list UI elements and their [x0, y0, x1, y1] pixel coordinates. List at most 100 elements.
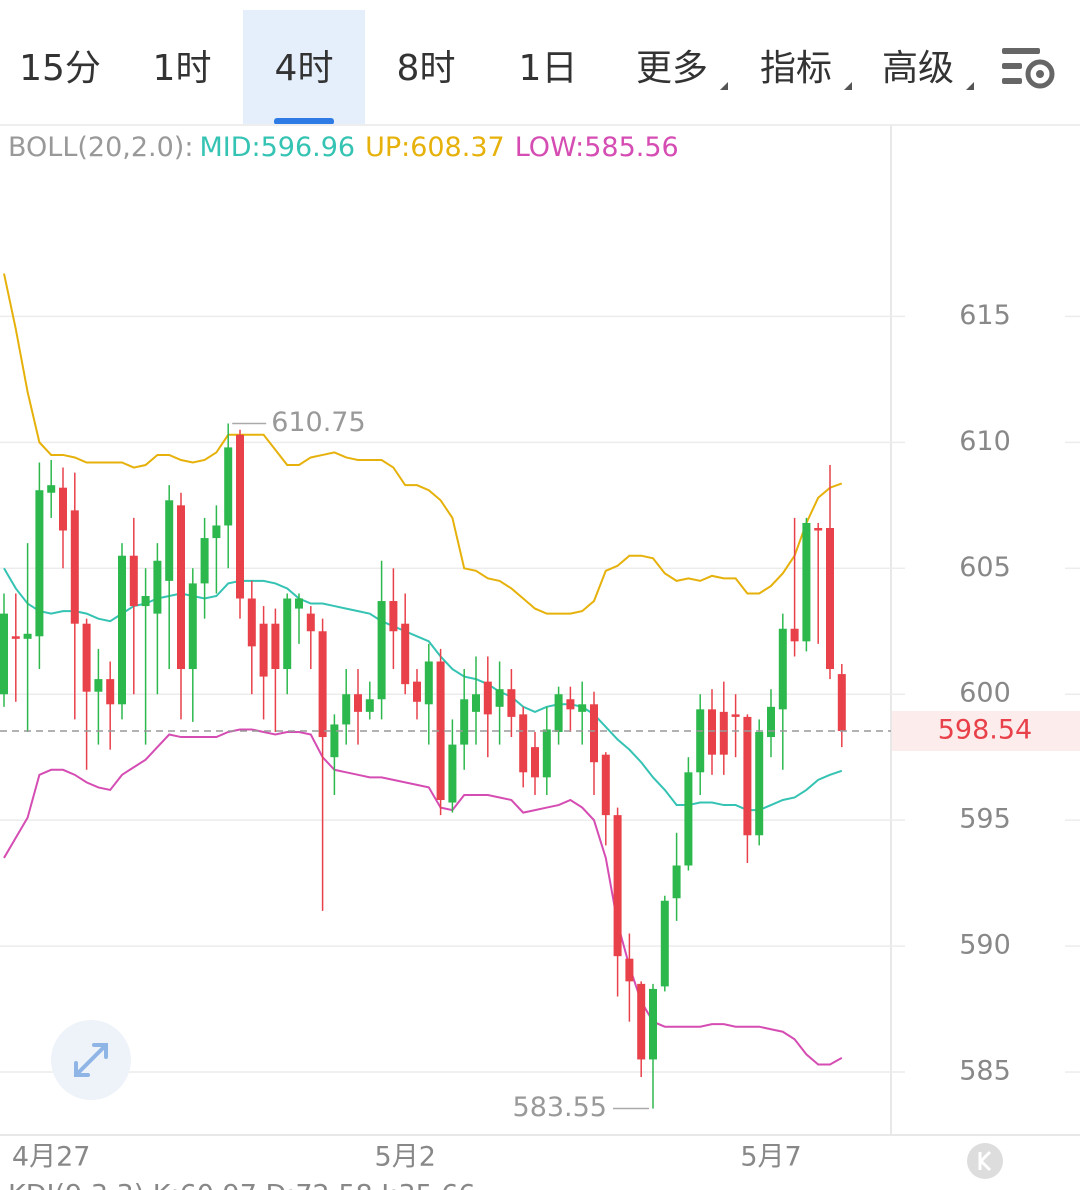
candle-body [483, 681, 492, 715]
candle-body [743, 716, 752, 836]
candle-body [472, 694, 480, 712]
timeframe-tabs: 15分 1时 4时 8时 1日 更多 指标 高级 [19, 10, 974, 125]
tab[interactable]: 1日 [519, 48, 578, 89]
legend-entry: LOW:585.56 [515, 132, 679, 163]
last-price-bg [892, 711, 1080, 751]
candle-body [519, 714, 528, 773]
candle-body [613, 815, 622, 957]
y-tick-label: 610 [959, 426, 1011, 457]
candle-body [35, 490, 44, 637]
candle-body [802, 522, 811, 642]
x-tick-label: 4月27 [12, 1142, 91, 1173]
candle-body [790, 628, 799, 642]
candle-body [826, 527, 834, 670]
candle-body [578, 704, 587, 712]
candle-body [59, 487, 67, 531]
candle-body [271, 623, 280, 670]
tab[interactable]: 4时 [275, 48, 334, 89]
candle-body [118, 555, 126, 705]
candle-body [401, 623, 410, 685]
kdj-label: KDJ(9,3,3) K:60.97 D:72.58 J:35.66 [8, 1180, 476, 1190]
candle-body [448, 744, 457, 803]
tab[interactable]: 8时 [397, 48, 456, 89]
candle-body [212, 525, 221, 539]
candle-body [365, 699, 374, 712]
candle-body [531, 747, 539, 778]
candle-body [460, 699, 469, 745]
kline-button[interactable] [967, 1143, 1003, 1179]
y-tick-label: 595 [959, 804, 1011, 835]
candle-body [177, 505, 185, 670]
candle-body [590, 704, 598, 763]
candle-body [660, 900, 669, 987]
candle-body [625, 958, 634, 982]
candle-body [672, 865, 681, 899]
active-tab-indicator [274, 118, 334, 125]
candle-body [342, 694, 351, 725]
candle-body [837, 674, 846, 731]
candle-body [47, 485, 56, 493]
candle-body [719, 711, 728, 755]
candle-body [106, 679, 115, 705]
y-tick-label: 585 [959, 1056, 1011, 1087]
candle-body [306, 613, 315, 632]
boll-line [3, 728, 843, 1066]
candle-body [495, 689, 504, 707]
last-price-label: 598.54 [938, 715, 1032, 746]
candle-body [259, 623, 268, 677]
candle-body [601, 754, 610, 816]
candle-body [755, 732, 764, 836]
active-tab-bg [243, 10, 365, 125]
candle-body [94, 679, 103, 692]
candle-body [637, 983, 646, 1060]
boll-legend: BOLL(20,2.0): MID:596.96 UP:608.37 LOW:585.… [8, 132, 679, 163]
candle-body [129, 555, 138, 607]
y-tick-label: 605 [959, 552, 1011, 583]
candle-body [649, 988, 657, 1060]
tab[interactable]: 1时 [153, 48, 212, 89]
y-tick-label: 600 [959, 678, 1011, 709]
candle-body [236, 434, 244, 599]
tab[interactable]: 高级 [882, 48, 954, 89]
candle-body [436, 661, 445, 801]
candle-body [354, 694, 362, 712]
candle-body [778, 628, 787, 710]
candle-body [82, 623, 91, 692]
legend-title: BOLL(20,2.0): [8, 132, 193, 163]
y-tick-label: 615 [959, 300, 1011, 331]
expand-button[interactable] [51, 1020, 131, 1100]
max-label: 610.75 [271, 407, 365, 438]
candle-body [247, 598, 256, 647]
candle-body [318, 631, 327, 738]
y-tick-label: 590 [959, 930, 1011, 961]
candle-body [295, 598, 303, 609]
min-label: 583.55 [513, 1092, 607, 1123]
candle-body [389, 601, 398, 632]
candle-body [413, 681, 421, 702]
x-tick-label: 5月7 [740, 1142, 801, 1173]
tab[interactable]: 更多 [636, 48, 708, 89]
tab[interactable]: 指标 [760, 48, 832, 89]
tab[interactable]: 15分 [19, 48, 101, 89]
candle-body [141, 595, 150, 607]
candle-body [0, 613, 8, 695]
grid: 585 590 595 600 605 610 615 4月27 5月2 5月7 [0, 300, 1080, 1173]
settings-icon[interactable] [1002, 48, 1055, 89]
candle-body [200, 538, 209, 584]
candle-body [283, 598, 292, 670]
candle-body [224, 447, 233, 526]
boll-line [3, 273, 843, 615]
candle-body [814, 527, 823, 531]
annotations: 610.75 583.55 598.54 [0, 407, 1080, 1123]
candle-body [23, 633, 32, 639]
candle-body [684, 772, 693, 866]
candle-body [696, 709, 705, 773]
legend-entry: MID:596.96 [199, 132, 355, 163]
candle-body [507, 689, 516, 717]
dropdown-caret [844, 82, 852, 90]
candles [0, 423, 846, 1109]
candle-body [542, 729, 551, 778]
candle-body [566, 699, 575, 710]
